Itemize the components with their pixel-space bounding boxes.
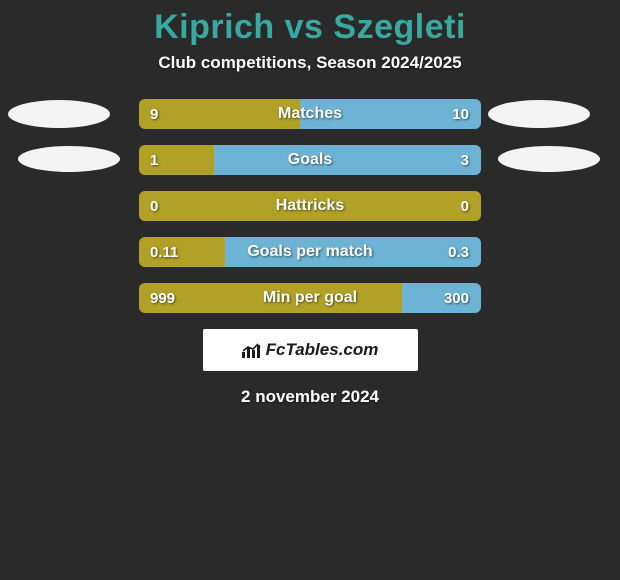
bar-container	[139, 283, 481, 313]
bar-right	[225, 237, 482, 267]
player-avatar-placeholder	[488, 100, 590, 128]
brand-logo-box: FcTables.com	[203, 329, 418, 371]
player-avatar-placeholder	[498, 146, 600, 172]
bar-left	[139, 99, 300, 129]
stat-row: Matches910	[0, 99, 620, 129]
bar-right	[402, 283, 481, 313]
stat-row: Goals per match0.110.3	[0, 237, 620, 267]
bar-left	[139, 283, 402, 313]
brand-logo: FcTables.com	[242, 340, 379, 360]
player-avatar-placeholder	[18, 146, 120, 172]
bar-container	[139, 99, 481, 129]
bar-container	[139, 191, 481, 221]
brand-text: FcTables.com	[266, 340, 379, 360]
bar-left	[139, 191, 481, 221]
player-avatar-placeholder	[8, 100, 110, 128]
bar-right	[300, 99, 481, 129]
stat-row: Min per goal999300	[0, 283, 620, 313]
comparison-chart: Matches910 Goals13 Hattricks00 Goals per ma…	[0, 99, 620, 313]
page-title: Kiprich vs Szegleti	[0, 8, 620, 47]
chart-icon	[242, 341, 262, 359]
bar-right	[214, 145, 481, 175]
bar-container	[139, 237, 481, 267]
bar-left	[139, 237, 225, 267]
stat-row: Hattricks00	[0, 191, 620, 221]
bar-left	[139, 145, 214, 175]
date-label: 2 november 2024	[0, 387, 620, 407]
page-subtitle: Club competitions, Season 2024/2025	[0, 53, 620, 73]
bar-container	[139, 145, 481, 175]
stat-row: Goals13	[0, 145, 620, 175]
